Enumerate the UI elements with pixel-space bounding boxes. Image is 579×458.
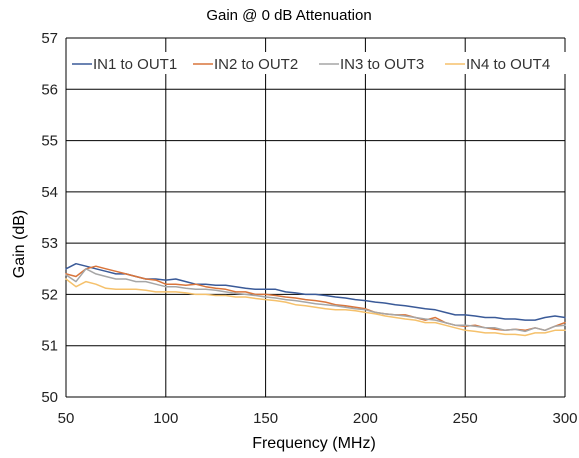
legend-entry-bg <box>70 52 195 74</box>
series-line-2 <box>65 265 566 332</box>
y-tick-label: 54 <box>41 184 58 201</box>
x-tick-label: 300 <box>552 410 577 427</box>
legend-label: IN3 to OUT3 <box>340 56 424 73</box>
y-tick-label: 57 <box>41 30 58 47</box>
y-tick-label: 52 <box>41 286 58 303</box>
legend-label: IN4 to OUT4 <box>466 56 550 73</box>
series-line-1 <box>65 262 566 321</box>
x-tick-label: 100 <box>153 410 178 427</box>
series-line-4 <box>65 278 566 337</box>
legend-entry-bg <box>443 52 573 74</box>
x-tick-label: 50 <box>58 410 75 427</box>
y-axis-title: Gain (dB) <box>11 210 28 278</box>
x-tick-label: 150 <box>253 410 278 427</box>
series-lines <box>65 262 566 337</box>
x-tick-label: 250 <box>453 410 478 427</box>
legend-entry-3: IN3 to OUT3 <box>317 52 447 74</box>
legend-entry-bg <box>317 52 447 74</box>
x-tick-label: 200 <box>353 410 378 427</box>
legend-label: IN2 to OUT2 <box>214 56 298 73</box>
y-tick-label: 50 <box>41 389 58 406</box>
chart-title: Gain @ 0 dB Attenuation <box>206 7 371 24</box>
legend-entry-2: IN2 to OUT2 <box>191 52 321 74</box>
y-tick-label: 55 <box>41 133 58 150</box>
y-tick-label: 51 <box>41 338 58 355</box>
series-line-3 <box>65 268 566 333</box>
y-tick-label: 53 <box>41 235 58 252</box>
legend-entry-1: IN1 to OUT1 <box>70 52 195 74</box>
legend: IN1 to OUT1 IN2 to OUT2 IN3 to OUT3 IN4 to … <box>70 52 573 74</box>
legend-entry-bg <box>191 52 321 74</box>
legend-entry-4: IN4 to OUT4 <box>443 52 573 74</box>
legend-label: IN1 to OUT1 <box>93 56 177 73</box>
y-tick-label: 56 <box>41 81 58 98</box>
grid <box>65 37 566 398</box>
x-axis-title: Frequency (MHz) <box>252 435 376 452</box>
tick-labels: 50 51 52 53 54 55 56 57 50 100 150 200 250 300 <box>41 30 577 427</box>
